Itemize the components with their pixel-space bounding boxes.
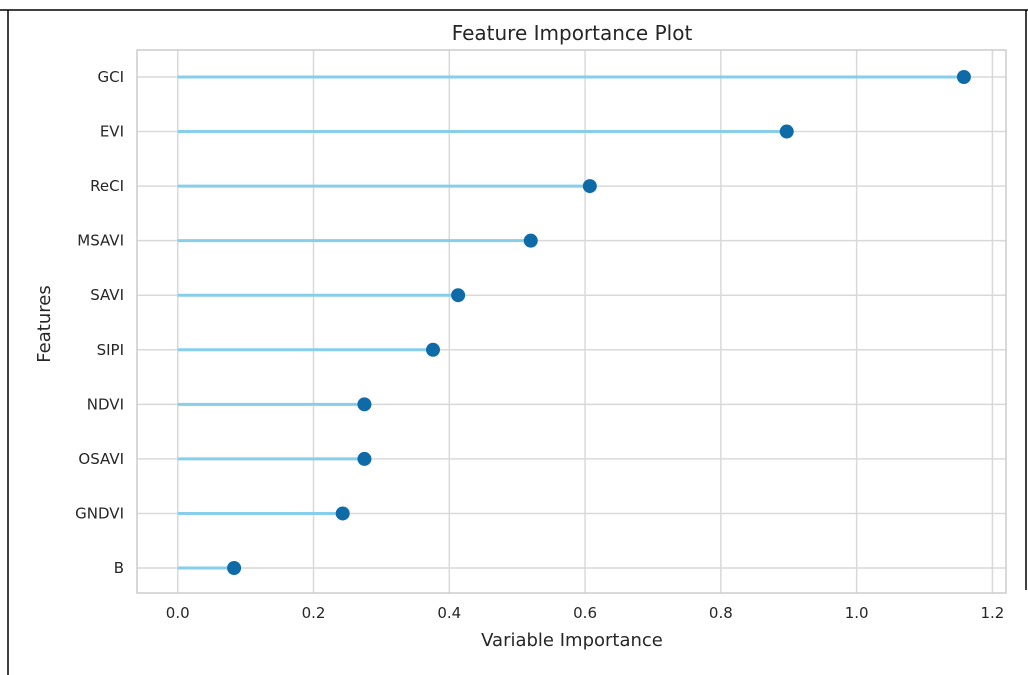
x-axis-label: Variable Importance [481, 630, 663, 651]
x-tick-label: 0.2 [302, 604, 326, 622]
y-tick-label: OSAVI [78, 450, 124, 468]
lollipop-marker [335, 506, 350, 521]
x-tick-label: 0.6 [573, 604, 597, 622]
lollipop-marker [956, 70, 971, 84]
x-tick-label: 0.8 [709, 604, 733, 622]
x-tick-label: 0.0 [166, 604, 190, 622]
y-tick-label: ReCI [90, 177, 124, 195]
y-tick-label: GCI [97, 68, 124, 86]
lollipop-marker [357, 451, 372, 466]
x-tick-label: 1.2 [980, 604, 1004, 622]
plot-area: 0.0 0.2 0.4 0.6 0.8 1.0 1.2 GCI EVI ReCI MSAVI SAVI… [75, 49, 1007, 622]
y-axis-label: Features [34, 285, 55, 362]
lollipop-marker [451, 288, 466, 303]
y-tick-label: SIPI [97, 341, 124, 359]
plot-spine [136, 49, 1007, 594]
lollipop-marker [779, 124, 794, 139]
lollipop-marker [426, 342, 441, 357]
y-tick-label: EVI [100, 123, 124, 141]
lollipop-marker [227, 561, 242, 575]
y-tick-label: MSAVI [77, 232, 124, 250]
x-tick-label: 0.4 [437, 604, 461, 622]
x-tick-label: 1.0 [845, 604, 869, 622]
lollipop-marker [523, 233, 538, 248]
y-tick-label: B [114, 559, 124, 577]
lollipop-marker [582, 179, 597, 194]
y-tick-label: GNDVI [75, 504, 124, 522]
chart-title: Feature Importance Plot [452, 21, 693, 45]
y-tick-label: SAVI [90, 286, 124, 304]
y-tick-label: NDVI [87, 395, 124, 413]
lollipop-marker [357, 397, 372, 412]
